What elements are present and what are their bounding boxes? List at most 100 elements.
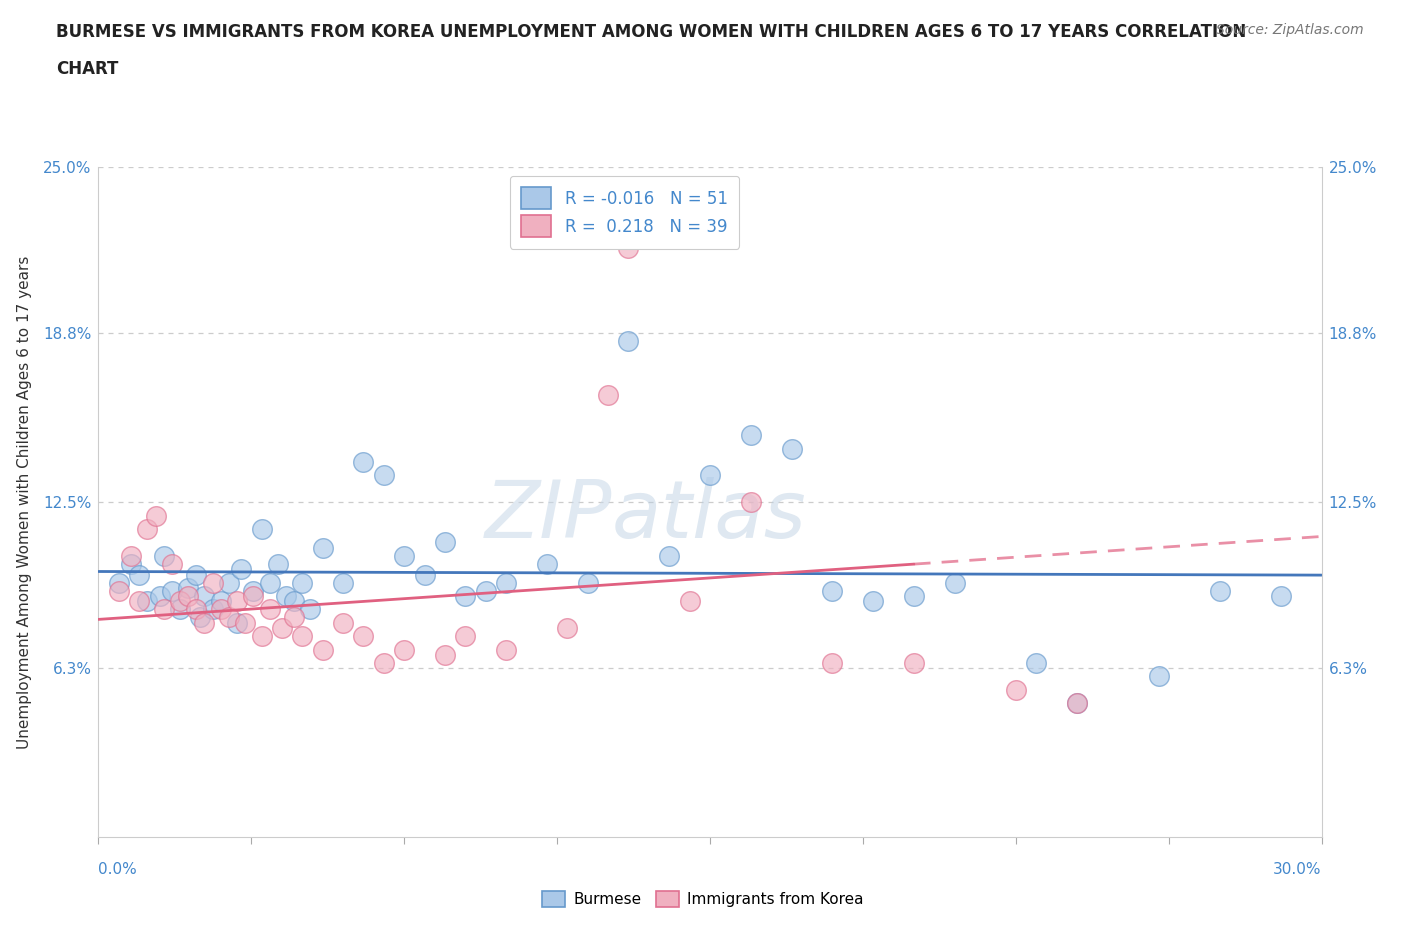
Point [250, 522, 273, 537]
Point [169, 602, 191, 617]
Point [658, 549, 681, 564]
Y-axis label: Unemployment Among Women with Children Ages 6 to 17 years: Unemployment Among Women with Children A… [17, 256, 32, 749]
Point [903, 656, 925, 671]
Point [352, 629, 374, 644]
Point [740, 495, 762, 510]
Point [780, 441, 803, 456]
Point [454, 589, 477, 604]
Point [218, 575, 240, 590]
Point [557, 620, 579, 635]
Point [145, 508, 167, 523]
Point [312, 540, 335, 555]
Text: BURMESE VS IMMIGRANTS FROM KOREA UNEMPLOYMENT AMONG WOMEN WITH CHILDREN AGES 6 T: BURMESE VS IMMIGRANTS FROM KOREA UNEMPLO… [56, 23, 1247, 41]
Point [373, 656, 395, 671]
Point [169, 594, 191, 609]
Point [136, 522, 159, 537]
Text: Source: ZipAtlas.com: Source: ZipAtlas.com [1216, 23, 1364, 37]
Point [495, 642, 517, 657]
Point [152, 549, 174, 564]
Point [270, 620, 294, 635]
Point [740, 428, 762, 443]
Point [1208, 583, 1232, 598]
Point [201, 575, 224, 590]
Text: ZIP: ZIP [485, 476, 612, 554]
Text: atlas: atlas [612, 476, 807, 554]
Point [193, 589, 215, 604]
Legend: Burmese, Immigrants from Korea: Burmese, Immigrants from Korea [536, 884, 870, 913]
Point [1025, 656, 1047, 671]
Point [149, 589, 172, 604]
Point [1066, 696, 1088, 711]
Point [536, 556, 558, 571]
Point [160, 556, 183, 571]
Point [821, 583, 844, 598]
Point [943, 575, 966, 590]
Point [120, 556, 142, 571]
Point [283, 594, 305, 609]
Point [226, 594, 249, 609]
Point [242, 583, 264, 598]
Point [152, 602, 174, 617]
Legend: R = -0.016   N = 51, R =  0.218   N = 39: R = -0.016 N = 51, R = 0.218 N = 39 [509, 176, 740, 248]
Point [474, 583, 498, 598]
Point [136, 594, 159, 609]
Point [186, 602, 208, 617]
Point [177, 589, 200, 604]
Point [218, 610, 240, 625]
Point [413, 567, 436, 582]
Point [433, 535, 456, 550]
Point [233, 616, 256, 631]
Point [267, 556, 290, 571]
Point [862, 594, 884, 609]
Point [128, 567, 150, 582]
Point [250, 629, 273, 644]
Point [617, 334, 640, 349]
Point [433, 647, 456, 662]
Point [209, 594, 232, 609]
Point [274, 589, 297, 604]
Point [226, 616, 249, 631]
Point [299, 602, 322, 617]
Point [332, 616, 354, 631]
Point [332, 575, 354, 590]
Point [188, 610, 212, 625]
Point [193, 616, 215, 631]
Point [259, 602, 281, 617]
Point [1147, 669, 1170, 684]
Text: CHART: CHART [56, 60, 118, 78]
Point [617, 240, 640, 255]
Point [312, 642, 335, 657]
Point [201, 602, 224, 617]
Point [699, 468, 721, 483]
Point [373, 468, 395, 483]
Point [291, 629, 314, 644]
Point [352, 455, 374, 470]
Point [186, 567, 208, 582]
Point [1270, 589, 1292, 604]
Point [495, 575, 517, 590]
Point [1066, 696, 1088, 711]
Point [231, 562, 253, 577]
Text: 0.0%: 0.0% [98, 862, 138, 877]
Point [283, 610, 305, 625]
Point [454, 629, 477, 644]
Point [821, 656, 844, 671]
Point [160, 583, 183, 598]
Point [1004, 683, 1026, 698]
Point [108, 583, 131, 598]
Point [108, 575, 131, 590]
Point [679, 594, 702, 609]
Point [596, 388, 619, 403]
Point [392, 549, 416, 564]
Point [576, 575, 599, 590]
Point [128, 594, 150, 609]
Text: 30.0%: 30.0% [1274, 862, 1322, 877]
Point [177, 580, 200, 595]
Point [242, 589, 264, 604]
Point [209, 602, 232, 617]
Point [903, 589, 925, 604]
Point [120, 549, 142, 564]
Point [259, 575, 281, 590]
Point [392, 642, 416, 657]
Point [291, 575, 314, 590]
